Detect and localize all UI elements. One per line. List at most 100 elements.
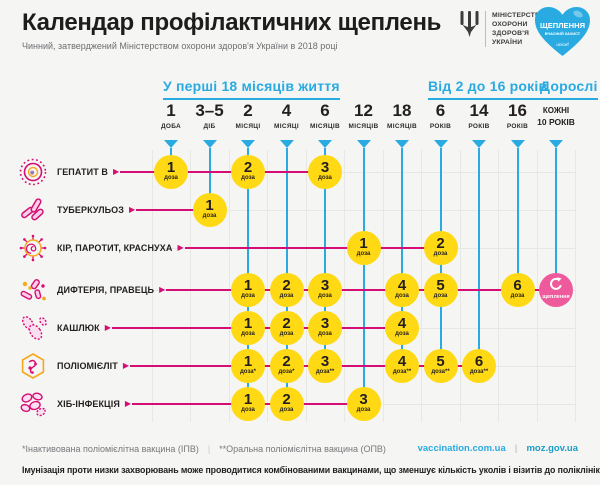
- dose-number: 6: [474, 352, 484, 370]
- dose-number: 4: [397, 276, 407, 294]
- disease-row: КАШЛЮК ▶: [16, 311, 402, 345]
- trident-icon: [460, 11, 479, 37]
- age-column-label: 4: [281, 101, 292, 120]
- row-schedule-line: [136, 209, 210, 211]
- dose-number: 5: [436, 276, 445, 294]
- dose-label: доза: [433, 250, 448, 257]
- gridline-vertical: [421, 150, 423, 422]
- dose-label: доза: [433, 292, 448, 299]
- dose-label: доза: [279, 330, 294, 337]
- dose-circle: 5 доза**: [423, 349, 458, 383]
- dose-number: 1: [243, 352, 253, 370]
- dose-label: доза: [318, 292, 332, 299]
- row-arrow-icon: ▶: [128, 205, 136, 214]
- dose-circle: 2 доза: [269, 387, 304, 421]
- age-group-label: У перші 18 місяців життя: [163, 78, 340, 100]
- dose-label: доза: [241, 292, 255, 299]
- gridline-vertical: [228, 150, 230, 422]
- disease-row: ХІБ-ІНФЕКЦІЯ ▶: [16, 387, 364, 421]
- dose-circle: 1 доза*: [231, 349, 265, 383]
- disease-label: ПОЛІОМІЄЛІТ: [57, 361, 118, 371]
- revaccination-circle: щеплення: [539, 273, 573, 307]
- dose-number: 5: [436, 352, 445, 370]
- disease-label: ТУБЕРКУЛЬОЗ: [57, 205, 124, 215]
- age-column-label: 1: [166, 101, 176, 120]
- ministry-name-line: ЗДОРОВ'Я: [492, 30, 530, 37]
- infographic-title: Календар профілактичних щеплень: [22, 9, 442, 36]
- dose-circle: 1 доза: [231, 311, 265, 345]
- age-column-unit: ДІБ: [203, 123, 216, 130]
- dose-label: доза: [241, 174, 255, 181]
- disease-row: ДИФТЕРІЯ, ПРАВЕЦЬ ▶: [16, 273, 556, 307]
- dose-number: 2: [282, 352, 291, 370]
- polio-virus-icon: [16, 351, 50, 381]
- dose-circle: 3 доза: [308, 311, 342, 345]
- heart-badge-subtitle: ВЧАСНИЙ ЗАХИСТ: [545, 32, 581, 36]
- dose-number: 4: [397, 314, 407, 332]
- dose-label: доза: [241, 406, 255, 413]
- age-column-label: 3–5: [195, 101, 224, 120]
- dose-label: доза*: [240, 368, 256, 375]
- age-column-label: КОЖНІ: [542, 106, 570, 115]
- dose-number: 1: [243, 390, 253, 408]
- dose-label: доза**: [431, 368, 450, 375]
- dose-circle: 3 доза**: [308, 349, 342, 383]
- footnotes: *Інактивована поліомієлітна вакцина (ІПВ…: [22, 444, 386, 454]
- dose-circle: 2 доза*: [269, 349, 304, 383]
- dose-number: 4: [397, 352, 407, 370]
- dose-number: 1: [243, 314, 253, 332]
- column-timeline: [324, 148, 326, 366]
- age-column-unit: РОКІВ: [506, 123, 529, 130]
- moz-site-link[interactable]: moz.gov.ua: [526, 443, 578, 454]
- measles-virus-icon: [16, 233, 50, 263]
- vaccination-site-link[interactable]: vaccination.com.ua: [417, 443, 506, 454]
- ministry-logo: МІНІСТЕРСТВО ОХОРОНИ ЗДОРОВ'Я УКРАЇНИ: [460, 11, 545, 47]
- dose-label: доза: [395, 330, 409, 337]
- row-schedule-line: [120, 171, 325, 173]
- gridline-vertical: [305, 150, 307, 422]
- dose-circle: 6 доза: [500, 273, 535, 307]
- age-group-label: Дорослі: [540, 78, 598, 100]
- column-marker-icon: [395, 140, 409, 148]
- disease-label: КІР, ПАРОТИТ, КРАСНУХА: [57, 243, 173, 253]
- age-column-label: 16: [508, 101, 527, 120]
- dose-number: 2: [243, 158, 253, 176]
- dose-label: доза: [318, 174, 332, 181]
- dose-circle: 1 доза: [154, 155, 188, 189]
- dose-number: 3: [359, 390, 368, 408]
- row-arrow-icon: ▶: [122, 361, 130, 370]
- dose-number: 3: [320, 314, 330, 332]
- dose-label: доза**: [469, 368, 489, 375]
- disease-row: ТУБЕРКУЛЬОЗ ▶: [16, 193, 210, 227]
- dose-label: доза: [279, 292, 294, 299]
- dose-circle: 1 доза: [231, 387, 265, 421]
- gridline-vertical: [498, 150, 500, 422]
- refresh-icon: [549, 277, 562, 290]
- age-column-label: 14: [469, 101, 489, 120]
- revaccination-label: щеплення: [542, 294, 570, 300]
- heart-icon: ЩЕПЛЕННЯ ВЧАСНИЙ ЗАХИСТ unicef: [535, 7, 590, 56]
- dose-number: 1: [166, 158, 176, 176]
- gridline-vertical: [267, 150, 269, 422]
- column-marker-icon: [202, 140, 217, 148]
- row-schedule-line: [130, 365, 479, 367]
- column-marker-icon: [356, 140, 371, 148]
- dose-label: доза: [356, 406, 371, 413]
- dose-circle: 6 доза**: [462, 349, 496, 383]
- column-marker-icon: [279, 140, 294, 148]
- footnote-divider: [208, 444, 210, 454]
- row-arrow-icon: ▶: [177, 243, 184, 252]
- column-timeline: [362, 148, 365, 404]
- dose-label: доза: [395, 292, 409, 299]
- row-schedule-line: [184, 247, 441, 249]
- gridline-vertical: [152, 150, 153, 422]
- unicef-logo-text: unicef: [556, 42, 569, 47]
- age-column-label: 2: [243, 101, 253, 120]
- dose-label: доза**: [392, 368, 412, 375]
- dose-label: доза: [241, 330, 255, 337]
- dose-number: 1: [359, 234, 368, 252]
- gridline-vertical: [575, 150, 576, 422]
- column-marker-icon: [241, 140, 255, 148]
- dose-label: доза: [318, 330, 332, 337]
- dose-circle: 4 доза**: [385, 349, 419, 383]
